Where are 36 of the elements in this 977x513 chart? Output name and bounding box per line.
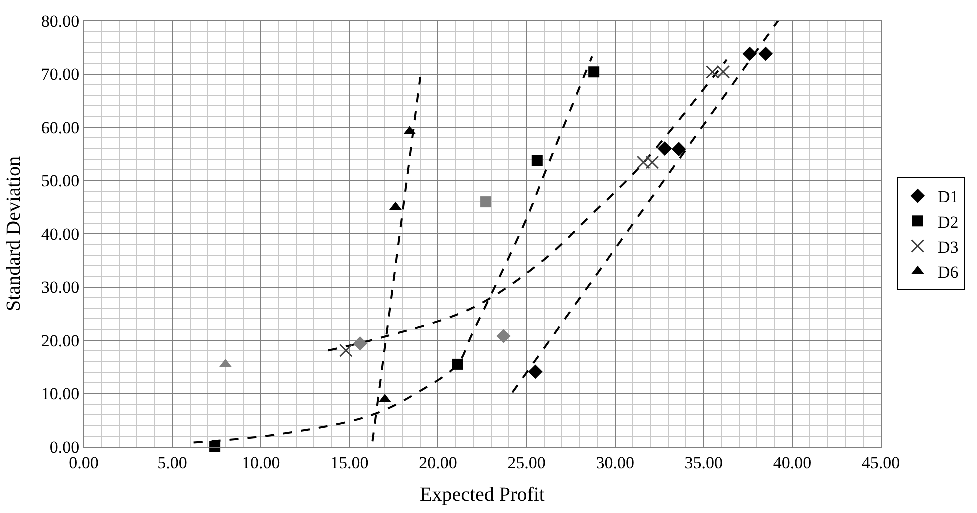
x-tick-label: 20.00 xyxy=(419,453,458,472)
point xyxy=(210,442,221,452)
point xyxy=(452,358,464,370)
point xyxy=(480,196,492,208)
legend-label: D6 xyxy=(938,262,959,282)
point xyxy=(532,155,543,166)
x-tick-label: 5.00 xyxy=(158,453,188,472)
point xyxy=(496,329,511,344)
point xyxy=(658,142,672,156)
point xyxy=(672,142,686,156)
y-tick-label: 40.00 xyxy=(41,224,80,244)
y-tick-label: 60.00 xyxy=(41,118,80,138)
y-tick-label: 80.00 xyxy=(41,12,80,31)
point xyxy=(339,344,353,358)
point xyxy=(742,46,758,62)
x-tick-label: 45.00 xyxy=(862,453,900,472)
point xyxy=(528,364,543,380)
legend-label: D3 xyxy=(938,238,959,257)
x-tick-label: 30.00 xyxy=(596,453,634,472)
y-tick-label: 70.00 xyxy=(41,65,80,84)
x-tick-label: 25.00 xyxy=(508,453,546,472)
x-tick-label: 15.00 xyxy=(330,453,369,472)
point xyxy=(588,66,600,78)
y-tick-label: 50.00 xyxy=(41,172,80,191)
legend-label: D1 xyxy=(938,188,959,207)
y-tick-label: 20.00 xyxy=(41,331,80,350)
x-axis-title: Expected Profit xyxy=(420,484,546,506)
x-tick-label: 40.00 xyxy=(773,453,812,472)
x-tick-label: 10.00 xyxy=(242,453,280,472)
y-tick-label: 30.00 xyxy=(41,278,80,298)
x-tick-label: 35.00 xyxy=(684,453,724,472)
point xyxy=(353,336,368,351)
y-axis-title: Standard Deviation xyxy=(2,156,25,312)
y-tick-label: 10.00 xyxy=(41,384,80,404)
legend-label: D2 xyxy=(938,212,959,232)
point xyxy=(758,46,774,62)
